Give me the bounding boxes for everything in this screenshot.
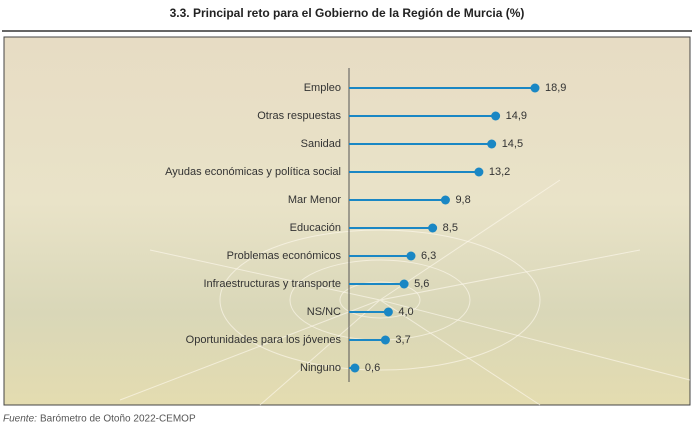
category-label: Ayudas económicas y política social [165, 166, 341, 178]
value-label: 18,9 [545, 82, 566, 94]
category-label: Infraestructuras y transporte [203, 278, 341, 290]
value-label: 0,6 [365, 362, 380, 374]
value-label: 14,9 [506, 110, 527, 122]
category-label: Empleo [304, 82, 341, 94]
dot [350, 363, 360, 373]
panel [3, 36, 691, 406]
dot [491, 111, 501, 121]
dot [406, 251, 416, 261]
dot [428, 223, 438, 233]
category-label: Educación [290, 222, 341, 234]
category-label: Sanidad [301, 138, 341, 150]
dot [399, 279, 409, 289]
value-label: 5,6 [414, 278, 429, 290]
dot [530, 83, 540, 93]
value-label: 13,2 [489, 166, 510, 178]
value-label: 4,0 [398, 306, 413, 318]
category-label: Mar Menor [288, 194, 342, 206]
source: Barómetro de Otoño 2022-CEMOP [40, 414, 196, 425]
category-label: Oportunidades para los jóvenes [186, 334, 342, 346]
dot [383, 307, 393, 317]
dot [380, 335, 390, 345]
category-label: NS/NC [307, 306, 341, 318]
value-label: 3,7 [395, 334, 410, 346]
source-label: Fuente: [3, 414, 37, 425]
dot [487, 139, 497, 149]
value-label: 9,8 [455, 194, 470, 206]
chart-title: 3.3. Principal reto para el Gobierno de … [170, 6, 525, 20]
category-label: Ninguno [300, 362, 341, 374]
dot [474, 167, 484, 177]
value-label: 14,5 [502, 138, 523, 150]
web-decoration [119, 179, 691, 406]
value-label: 6,3 [421, 250, 436, 262]
category-label: Otras respuestas [257, 110, 341, 122]
category-label: Problemas económicos [227, 250, 342, 262]
value-label: 8,5 [443, 222, 458, 234]
dot [440, 195, 450, 205]
